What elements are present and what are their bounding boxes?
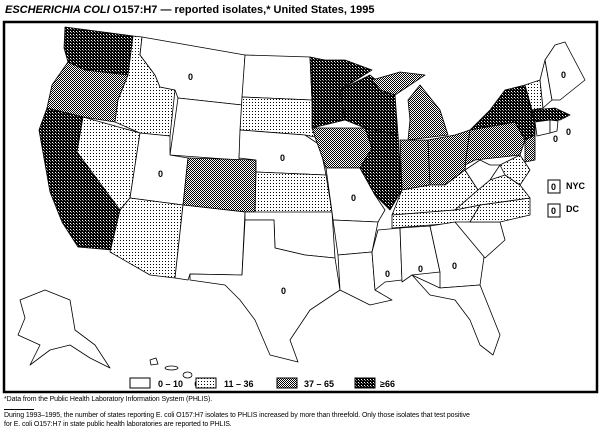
state-co (182, 157, 257, 214)
state-mi (371, 71, 426, 96)
zero-label-ut: 0 (158, 169, 163, 179)
state-ms (371, 227, 403, 291)
state-ct (534, 119, 551, 137)
state-ar (332, 219, 379, 256)
inset-nyc: 0 NYC (547, 179, 586, 194)
inset-dc-value: 0 (551, 206, 556, 216)
state-fl (411, 274, 501, 356)
state-al (399, 225, 441, 283)
state-ks (254, 171, 333, 214)
zero-label-mo: 0 (351, 193, 356, 203)
state-in (399, 139, 431, 191)
footnote-source: *Data from the Public Health Laboratory … (4, 396, 213, 403)
state-az (109, 197, 184, 279)
zero-label-me: 0 (561, 70, 566, 80)
inset-nyc-value: 0 (551, 182, 556, 192)
state-mi (407, 84, 449, 141)
title-text: O157:H7 — reported isolates,* United Sta… (112, 4, 375, 16)
legend-label-2: 37 – 65 (304, 379, 334, 389)
state-nd (241, 54, 313, 101)
inset-dc-label: DC (566, 204, 579, 214)
map-frame (2, 20, 599, 394)
map-title: ESCHERICHIA COLI O157:H7 — reported isol… (5, 4, 374, 16)
inset-nyc-label: NYC (566, 181, 586, 191)
state-me (544, 41, 586, 101)
state-ri (549, 119, 559, 134)
footnote-line-1: During 1993–1995, the number of states r… (4, 412, 470, 419)
legend-swatch-0 (129, 377, 151, 389)
zero-label-ct: 0 (553, 134, 558, 144)
state-tx (189, 219, 341, 363)
zero-label-ne: 0 (280, 153, 285, 163)
zero-label-tx: 0 (281, 286, 286, 296)
footnote-line-2: for E. coli O157:H7 in state public heal… (4, 421, 232, 428)
legend-swatch-1 (195, 377, 217, 389)
state-nm (174, 204, 246, 281)
legend-label-3: ≥66 (380, 379, 395, 389)
state-il (359, 127, 403, 211)
state-hi-island (164, 365, 179, 371)
state-nj (524, 134, 536, 163)
state-hi-island (182, 371, 193, 379)
state-hi (149, 357, 159, 366)
state-sd (239, 96, 316, 138)
title-organism: ESCHERICHIA COLI (5, 4, 110, 16)
state-ny (469, 84, 536, 141)
state-md (499, 154, 531, 186)
legend: 0 – 10 11 – 36 37 – 65 ≥66 (129, 377, 395, 389)
state-ak (17, 289, 111, 369)
zero-label-ri: 0 (566, 127, 571, 137)
legend-label-1: 11 – 36 (224, 379, 254, 389)
state-nc (469, 197, 531, 223)
zero-label-al: 0 (418, 264, 423, 274)
zero-label-ms: 0 (385, 269, 390, 279)
zero-label-ga: 0 (452, 261, 457, 271)
zero-label-mt: 0 (188, 72, 193, 82)
legend-swatch-3 (354, 377, 376, 389)
state-ma (531, 107, 571, 123)
footnote-divider (4, 409, 34, 410)
inset-dc: 0 DC (547, 203, 579, 218)
state-wy (169, 97, 243, 161)
legend-label-0: 0 – 10 (158, 379, 183, 389)
legend-swatch-2 (276, 377, 298, 389)
